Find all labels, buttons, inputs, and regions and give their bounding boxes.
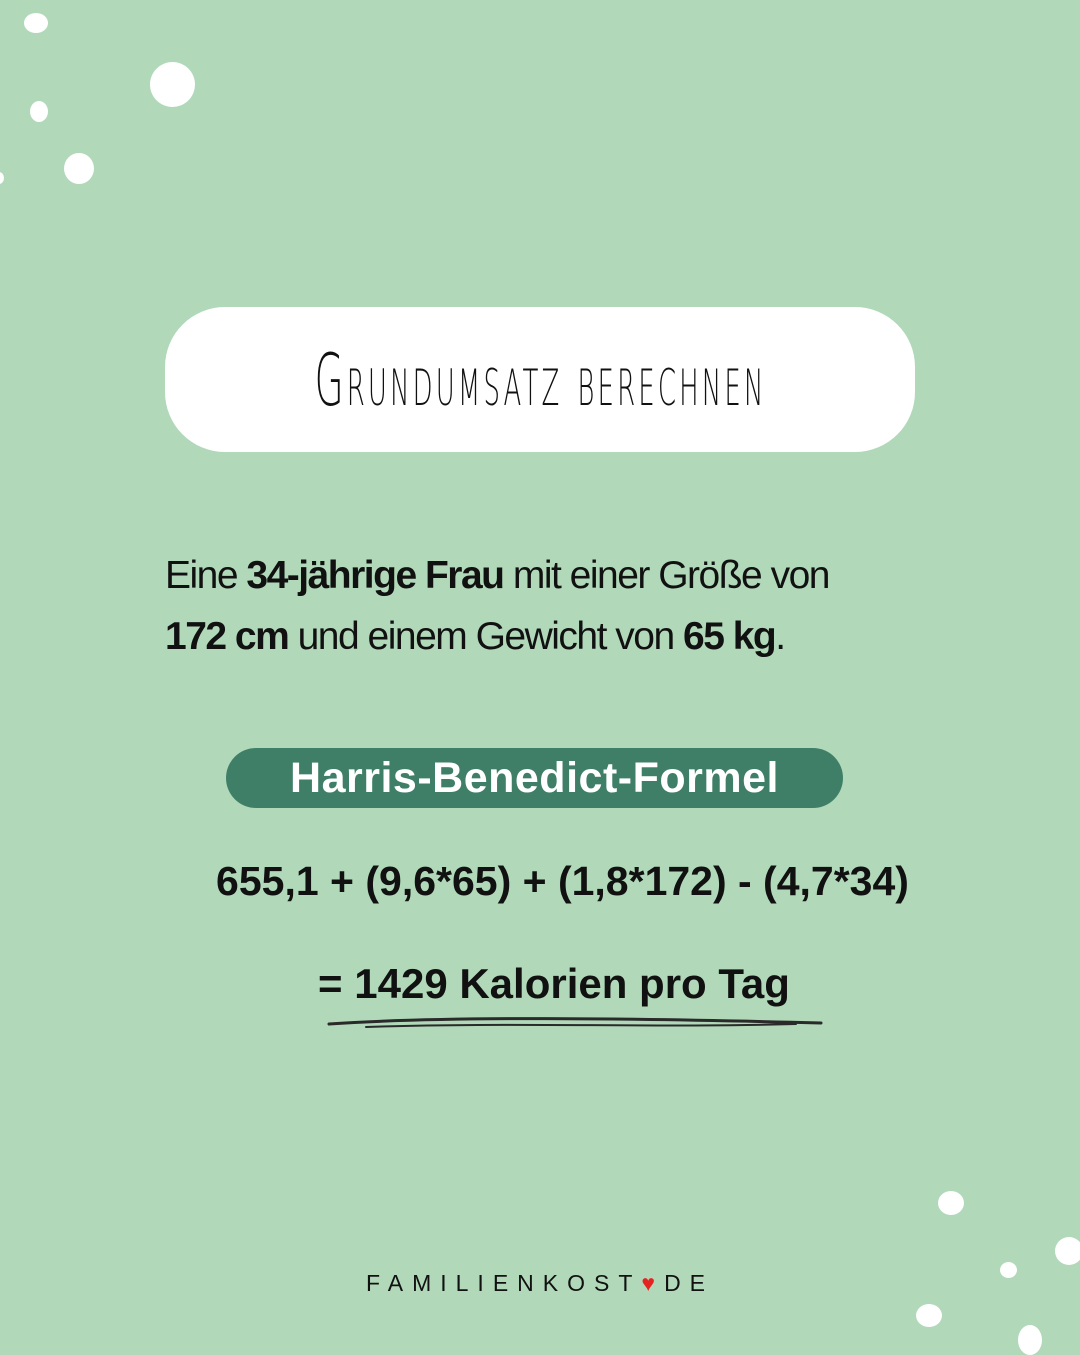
page-title: Grundumsatz berechnen bbox=[314, 337, 766, 422]
decor-dot bbox=[150, 62, 195, 107]
intro-part: und einem Gewicht von bbox=[288, 615, 684, 658]
decor-dot bbox=[0, 172, 4, 184]
brand-tld: DE bbox=[664, 1270, 715, 1296]
decor-dot bbox=[916, 1304, 942, 1327]
decor-dot bbox=[64, 153, 94, 184]
decor-dot bbox=[1000, 1262, 1017, 1278]
brand-footer: FAMILIENKOST♥ DE bbox=[0, 1270, 1080, 1297]
heart-icon: ♥ bbox=[641, 1270, 656, 1296]
intro-weight: 65 kg bbox=[683, 615, 777, 658]
decor-dot bbox=[938, 1191, 964, 1215]
decor-dot bbox=[1018, 1325, 1042, 1355]
decor-dot bbox=[24, 13, 48, 33]
decor-dot bbox=[30, 101, 48, 122]
intro-part: mit einer Größe von bbox=[503, 554, 831, 597]
title-box: Grundumsatz berechnen bbox=[165, 307, 915, 452]
formula: 655,1 + (9,6*65) + (1,8*172) - (4,7*34) bbox=[216, 858, 909, 904]
intro-text: Eine 34-jährige Frau mit einer Größe von… bbox=[165, 545, 965, 667]
formula-name-badge: Harris-Benedict-Formel bbox=[226, 748, 843, 808]
brand-name: FAMILIENKOST bbox=[365, 1270, 642, 1296]
decor-dot bbox=[1055, 1237, 1080, 1265]
intro-age: 34-jährige Frau bbox=[246, 554, 505, 597]
intro-part: . bbox=[775, 615, 786, 658]
intro-part: Eine bbox=[165, 554, 247, 597]
brush-underline bbox=[327, 1017, 823, 1028]
result: = 1429 Kalorien pro Tag bbox=[318, 960, 790, 1007]
intro-height: 172 cm bbox=[165, 615, 290, 658]
